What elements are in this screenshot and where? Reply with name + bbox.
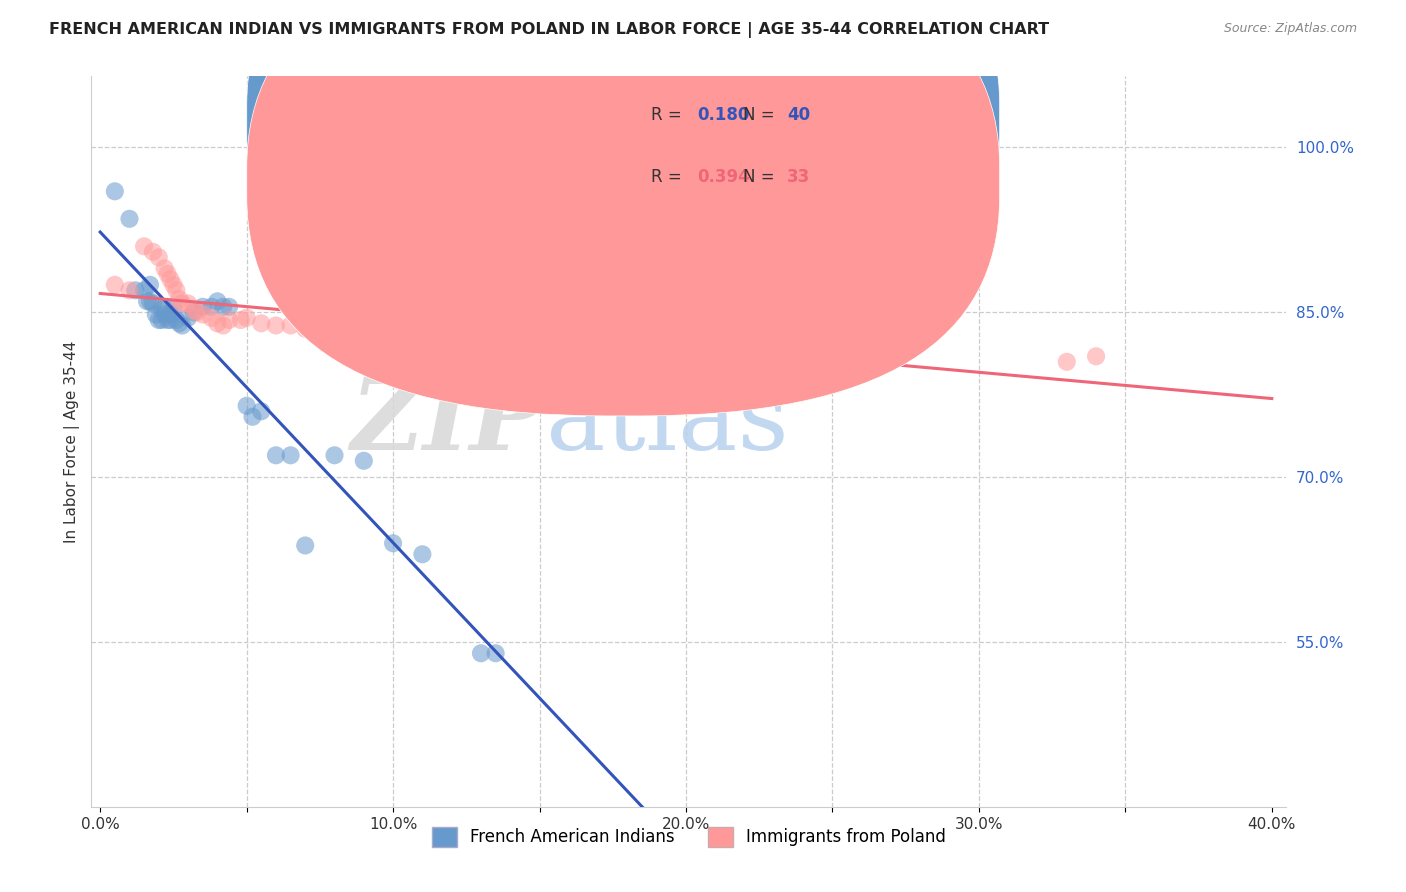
Point — [165, 283, 187, 297]
Text: 40: 40 — [787, 105, 810, 124]
Text: N =: N = — [742, 105, 779, 124]
Point — [218, 313, 240, 327]
Point — [118, 283, 141, 297]
Point — [353, 454, 375, 468]
Point — [264, 318, 287, 333]
Point — [132, 239, 155, 253]
Point — [136, 294, 159, 309]
Point — [177, 310, 200, 325]
Text: R =: R = — [651, 105, 686, 124]
Text: 0.394: 0.394 — [697, 168, 749, 186]
Point — [308, 327, 332, 342]
Point — [200, 300, 222, 314]
Legend: French American Indians, Immigrants from Poland: French American Indians, Immigrants from… — [425, 820, 953, 854]
Point — [264, 448, 287, 462]
Point — [212, 300, 235, 314]
Point — [207, 316, 229, 330]
Point — [153, 308, 176, 322]
Point — [323, 448, 346, 462]
Text: Source: ZipAtlas.com: Source: ZipAtlas.com — [1223, 22, 1357, 36]
Point — [156, 267, 179, 281]
Point — [142, 296, 165, 310]
Point — [148, 250, 170, 264]
Point — [118, 211, 141, 226]
Point — [153, 301, 176, 316]
Point — [183, 303, 205, 318]
Point — [148, 313, 170, 327]
Point — [470, 646, 492, 660]
Point — [139, 294, 162, 309]
Point — [207, 294, 229, 309]
Point — [191, 308, 214, 322]
Point — [294, 322, 316, 336]
Text: N =: N = — [742, 168, 779, 186]
FancyBboxPatch shape — [247, 0, 1000, 416]
Point — [186, 305, 208, 319]
Text: atlas: atlas — [546, 375, 789, 471]
Point — [150, 313, 173, 327]
Point — [1085, 349, 1108, 363]
Text: 33: 33 — [787, 168, 810, 186]
Point — [382, 536, 405, 550]
Point — [280, 448, 302, 462]
Point — [242, 409, 264, 424]
Point — [212, 318, 235, 333]
Point — [250, 404, 273, 418]
Point — [162, 301, 184, 316]
Text: 0.180: 0.180 — [697, 105, 749, 124]
Point — [177, 296, 200, 310]
Point — [411, 338, 433, 352]
Point — [229, 313, 252, 327]
Point — [124, 283, 146, 297]
Point — [235, 310, 257, 325]
Point — [104, 277, 127, 292]
Point — [382, 338, 405, 352]
Point — [218, 300, 240, 314]
Point — [411, 547, 433, 561]
Y-axis label: In Labor Force | Age 35-44: In Labor Force | Age 35-44 — [65, 341, 80, 542]
Point — [142, 244, 165, 259]
Point — [159, 308, 181, 322]
Point — [280, 318, 302, 333]
Point — [1056, 355, 1078, 369]
Point — [294, 539, 316, 553]
Point — [156, 313, 179, 327]
Point — [440, 338, 463, 352]
Point — [337, 329, 360, 343]
Point — [162, 277, 184, 292]
Point — [165, 313, 187, 327]
FancyBboxPatch shape — [582, 87, 868, 229]
Point — [191, 300, 214, 314]
Point — [172, 318, 194, 333]
Text: R =: R = — [651, 168, 686, 186]
Point — [172, 296, 194, 310]
Point — [235, 399, 257, 413]
Point — [169, 316, 191, 330]
Point — [132, 283, 155, 297]
Point — [150, 301, 173, 316]
Point — [200, 310, 222, 325]
Point — [104, 184, 127, 198]
Point — [183, 305, 205, 319]
Point — [159, 272, 181, 286]
Point — [139, 277, 162, 292]
Text: FRENCH AMERICAN INDIAN VS IMMIGRANTS FROM POLAND IN LABOR FORCE | AGE 35-44 CORR: FRENCH AMERICAN INDIAN VS IMMIGRANTS FRO… — [49, 22, 1049, 38]
Point — [169, 292, 191, 306]
FancyBboxPatch shape — [247, 0, 1000, 354]
Point — [145, 308, 167, 322]
Point — [484, 646, 506, 660]
Point — [159, 313, 181, 327]
Point — [153, 261, 176, 276]
Text: ZIP: ZIP — [350, 375, 546, 471]
Point — [250, 316, 273, 330]
